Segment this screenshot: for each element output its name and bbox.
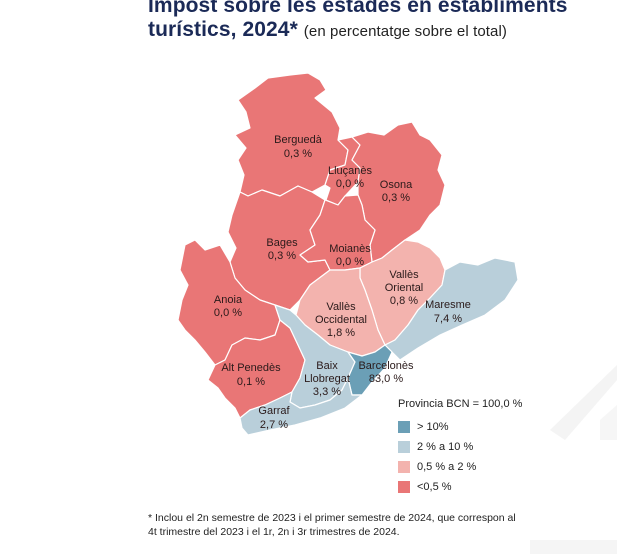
label-maresme-value: 7,4 % xyxy=(434,313,462,325)
footnote-line-1: * Inclou el 2n semestre de 2023 i el pri… xyxy=(148,512,516,524)
region-barcelones[interactable] xyxy=(347,344,393,396)
label-llucanes-name: Lluçanès xyxy=(328,165,373,177)
region-garraf[interactable] xyxy=(239,377,363,436)
title-line-2: turístics, 2024* xyxy=(148,18,298,41)
label-osona-name: Osona xyxy=(380,179,413,191)
label-anoia-name: Anoia xyxy=(214,294,243,306)
label-valles-oriental-name: Vallès xyxy=(389,269,419,281)
label-barcelones-value: 83,0 % xyxy=(369,373,403,385)
label-anoia-value: 0,0 % xyxy=(214,307,242,319)
label-bages-name: Bages xyxy=(266,237,298,249)
region-labels: Berguedà 0,3 % Lluçanès 0,0 % Osona 0,3 … xyxy=(214,134,471,431)
legend-label: 0,5 % a 2 % xyxy=(417,461,477,473)
legend-swatch-2-to-10 xyxy=(398,441,410,453)
page-title: Impost sobre les estades en establiments… xyxy=(148,0,608,44)
footnote: * Inclou el 2n semestre de 2023 i el pri… xyxy=(148,511,568,539)
legend-label: 2 % a 10 % xyxy=(417,441,474,453)
label-baix-llobregat-name: Baix xyxy=(316,360,338,372)
legend-item-over-10: > 10% xyxy=(398,417,522,437)
label-bergueda-value: 0,3 % xyxy=(284,148,312,160)
label-baix-llobregat-name2: Llobregat xyxy=(304,373,350,385)
label-llucanes-value: 0,0 % xyxy=(336,178,364,190)
legend-label: > 10% xyxy=(417,421,449,433)
label-garraf-name: Garraf xyxy=(258,405,290,417)
label-valles-oriental-value: 0,8 % xyxy=(390,295,418,307)
legend-swatch-under-05 xyxy=(398,481,410,493)
legend-swatch-05-to-2 xyxy=(398,461,410,473)
label-maresme-name: Maresme xyxy=(425,299,471,311)
legend-item-2-to-10: 2 % a 10 % xyxy=(398,437,522,457)
subtitle: (en percentatge sobre el total) xyxy=(303,23,508,40)
label-garraf-value: 2,7 % xyxy=(260,419,288,431)
label-valles-occidental-name2: Occidental xyxy=(315,314,367,326)
label-bergueda-name: Berguedà xyxy=(274,134,323,146)
legend-item-05-to-2: 0,5 % a 2 % xyxy=(398,457,522,477)
title-line-1: Impost sobre les estades en establiments xyxy=(148,0,568,17)
label-osona-value: 0,3 % xyxy=(382,192,410,204)
label-alt-penedes-name: Alt Penedès xyxy=(221,362,281,374)
legend-heading: Provincia BCN = 100,0 % xyxy=(398,398,523,410)
footnote-line-2: 4t trimestre del 2023 i el 1r, 2n i 3r t… xyxy=(148,526,400,538)
label-valles-oriental-name2: Oriental xyxy=(385,282,424,294)
label-barcelones-name: Barcelonès xyxy=(358,360,414,372)
label-moianes-name: Moianès xyxy=(329,243,371,255)
label-valles-occidental-name: Vallès xyxy=(326,301,356,313)
label-alt-penedes-value: 0,1 % xyxy=(237,376,265,388)
legend-swatch-over-10 xyxy=(398,421,410,433)
legend-item-under-05: <0,5 % xyxy=(398,477,522,497)
label-bages-value: 0,3 % xyxy=(268,250,296,262)
legend-label: <0,5 % xyxy=(417,481,452,493)
label-valles-occidental-value: 1,8 % xyxy=(327,327,355,339)
region-maresme[interactable] xyxy=(384,257,519,361)
label-moianes-value: 0,0 % xyxy=(336,256,364,268)
legend: Provincia BCN = 100,0 % > 10% 2 % a 10 %… xyxy=(398,398,522,497)
label-baix-llobregat-value: 3,3 % xyxy=(313,386,341,398)
